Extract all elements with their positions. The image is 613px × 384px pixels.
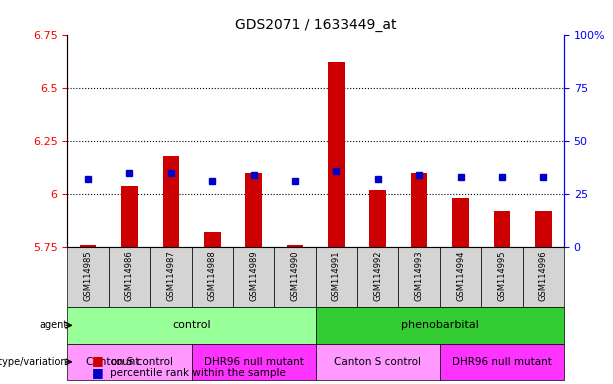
Text: GSM114988: GSM114988 xyxy=(208,250,217,301)
Bar xyxy=(411,173,427,247)
Bar xyxy=(287,245,303,247)
Text: GSM114985: GSM114985 xyxy=(83,250,93,301)
Text: phenobarbital: phenobarbital xyxy=(401,320,479,330)
FancyBboxPatch shape xyxy=(316,344,440,380)
Text: GSM114987: GSM114987 xyxy=(166,250,175,301)
Bar xyxy=(370,190,386,247)
FancyBboxPatch shape xyxy=(67,307,316,344)
FancyBboxPatch shape xyxy=(316,247,357,307)
Text: GSM114990: GSM114990 xyxy=(291,250,300,301)
FancyBboxPatch shape xyxy=(481,247,522,307)
FancyBboxPatch shape xyxy=(522,247,564,307)
FancyBboxPatch shape xyxy=(440,247,481,307)
Text: GSM114986: GSM114986 xyxy=(125,250,134,301)
FancyBboxPatch shape xyxy=(357,247,398,307)
FancyBboxPatch shape xyxy=(398,247,440,307)
Bar xyxy=(162,156,179,247)
FancyBboxPatch shape xyxy=(191,247,233,307)
FancyBboxPatch shape xyxy=(440,344,564,380)
Text: percentile rank within the sample: percentile rank within the sample xyxy=(110,368,286,378)
Bar xyxy=(121,185,138,247)
Bar xyxy=(204,232,221,247)
Bar xyxy=(245,173,262,247)
Text: Canton S control: Canton S control xyxy=(86,357,173,367)
FancyBboxPatch shape xyxy=(150,247,191,307)
Bar xyxy=(535,211,552,247)
Text: control: control xyxy=(172,320,211,330)
Text: GSM114993: GSM114993 xyxy=(414,250,424,301)
Text: DHR96 null mutant: DHR96 null mutant xyxy=(204,357,303,367)
Text: GSM114995: GSM114995 xyxy=(497,250,506,301)
Text: GSM114991: GSM114991 xyxy=(332,250,341,301)
Text: genotype/variation: genotype/variation xyxy=(0,357,67,367)
Text: GSM114989: GSM114989 xyxy=(249,250,258,301)
Text: agent: agent xyxy=(39,320,67,330)
Bar xyxy=(80,245,96,247)
Text: count: count xyxy=(110,357,140,367)
Text: GSM114992: GSM114992 xyxy=(373,250,383,301)
Text: GSM114994: GSM114994 xyxy=(456,250,465,301)
FancyBboxPatch shape xyxy=(233,247,275,307)
Text: GSM114996: GSM114996 xyxy=(539,250,548,301)
FancyBboxPatch shape xyxy=(67,344,191,380)
FancyBboxPatch shape xyxy=(109,247,150,307)
FancyBboxPatch shape xyxy=(275,247,316,307)
Text: ■: ■ xyxy=(92,354,104,367)
Text: ■: ■ xyxy=(92,366,104,379)
FancyBboxPatch shape xyxy=(191,344,316,380)
Text: DHR96 null mutant: DHR96 null mutant xyxy=(452,357,552,367)
FancyBboxPatch shape xyxy=(316,307,564,344)
Bar xyxy=(452,198,469,247)
Text: Canton S control: Canton S control xyxy=(334,357,421,367)
Bar xyxy=(493,211,510,247)
FancyBboxPatch shape xyxy=(67,247,109,307)
Bar xyxy=(328,62,345,247)
Title: GDS2071 / 1633449_at: GDS2071 / 1633449_at xyxy=(235,18,397,32)
